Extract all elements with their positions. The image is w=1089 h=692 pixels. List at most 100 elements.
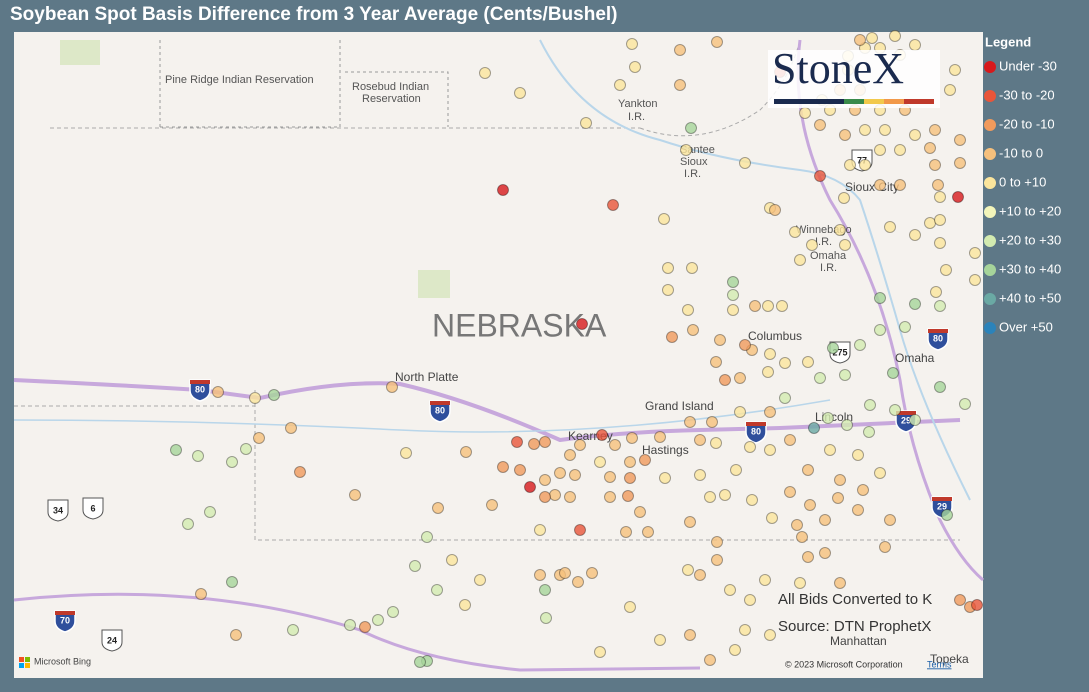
bid-point <box>734 406 746 418</box>
bid-point <box>642 526 654 538</box>
bid-point <box>909 298 921 310</box>
attribution-provider: Microsoft Bing <box>34 656 91 666</box>
bid-point <box>212 386 224 398</box>
bid-point <box>969 247 981 259</box>
bid-point <box>879 124 891 136</box>
map-label: I.R. <box>684 168 701 180</box>
bid-point <box>497 184 509 196</box>
shield-number: 275 <box>832 347 847 357</box>
bid-point <box>734 372 746 384</box>
legend-swatch <box>984 148 996 160</box>
bid-point <box>779 392 791 404</box>
bid-point <box>924 217 936 229</box>
legend: Under -30 -30 to -20 -20 to -10 -10 to 0 0 t… <box>984 58 1061 334</box>
bid-point <box>230 629 242 641</box>
bid-point <box>564 449 576 461</box>
bid-point <box>694 469 706 481</box>
bid-point <box>739 624 751 636</box>
bid-point <box>372 614 384 626</box>
bid-point <box>744 594 756 606</box>
bid-point <box>727 276 739 288</box>
us-shield <box>82 497 104 520</box>
bid-point <box>528 438 540 450</box>
bid-point <box>841 419 853 431</box>
bid-point <box>294 466 306 478</box>
bid-point <box>387 606 399 618</box>
city-label: Omaha <box>895 351 935 365</box>
legend-swatch <box>984 264 996 276</box>
bid-point <box>534 524 546 536</box>
bid-point <box>764 406 776 418</box>
bid-point <box>620 526 632 538</box>
map-background <box>14 32 983 678</box>
bid-point <box>838 192 850 204</box>
terms-link[interactable]: Terms <box>927 659 952 669</box>
bid-point <box>729 644 741 656</box>
city-label: North Platte <box>395 370 459 384</box>
legend-label: -20 to -10 <box>999 116 1055 131</box>
legend-label: -10 to 0 <box>999 145 1043 160</box>
shield-top <box>928 329 948 333</box>
bid-point <box>604 471 616 483</box>
bid-point <box>421 531 433 543</box>
shield-number: 6 <box>90 503 95 513</box>
bid-point <box>814 119 826 131</box>
bid-point <box>954 134 966 146</box>
bid-point <box>808 422 820 434</box>
bid-point <box>666 331 678 343</box>
bid-point <box>474 574 486 586</box>
city-label: Sioux City <box>845 180 899 194</box>
legend-label: Under -30 <box>999 58 1057 73</box>
bid-point <box>524 481 536 493</box>
bid-point <box>626 38 638 50</box>
bid-point <box>684 516 696 528</box>
title: Soybean Spot Basis Difference from 3 Yea… <box>10 4 618 25</box>
bid-point <box>909 229 921 241</box>
bid-point <box>658 213 670 225</box>
bid-point <box>694 569 706 581</box>
bid-point <box>659 472 671 484</box>
bid-point <box>852 449 864 461</box>
bid-point <box>511 436 523 448</box>
bid-point <box>711 36 723 48</box>
shield-number: 34 <box>53 505 63 515</box>
bid-point <box>932 179 944 191</box>
bid-point <box>834 577 846 589</box>
shield-number: 24 <box>107 635 117 645</box>
bid-point <box>894 144 906 156</box>
bid-point <box>889 404 901 416</box>
bid-point <box>574 439 586 451</box>
bid-point <box>789 226 801 238</box>
bid-point <box>776 300 788 312</box>
shield-top <box>746 422 766 426</box>
bid-point <box>609 439 621 451</box>
bid-point <box>409 560 421 572</box>
bid-point <box>479 67 491 79</box>
city-label: Manhattan <box>830 634 887 648</box>
bid-point <box>859 124 871 136</box>
bid-point <box>844 159 856 171</box>
bid-point <box>784 434 796 446</box>
bid-point <box>814 170 826 182</box>
bid-point <box>762 300 774 312</box>
bid-point <box>839 369 851 381</box>
bid-point <box>540 612 552 624</box>
bid-point <box>934 191 946 203</box>
bid-point <box>874 179 886 191</box>
bid-point <box>764 348 776 360</box>
legend-swatch <box>984 177 996 189</box>
bid-point <box>924 142 936 154</box>
bid-point <box>762 366 774 378</box>
bid-point <box>704 654 716 666</box>
legend-swatch <box>984 90 996 102</box>
bid-point <box>884 221 896 233</box>
shield-number: 77 <box>857 155 867 165</box>
bid-point <box>614 79 626 91</box>
bid-point <box>170 444 182 456</box>
bid-point <box>954 594 966 606</box>
bid-point <box>802 551 814 563</box>
bid-point <box>894 179 906 191</box>
bid-point <box>839 239 851 251</box>
bid-point <box>594 456 606 468</box>
bid-point <box>204 506 216 518</box>
